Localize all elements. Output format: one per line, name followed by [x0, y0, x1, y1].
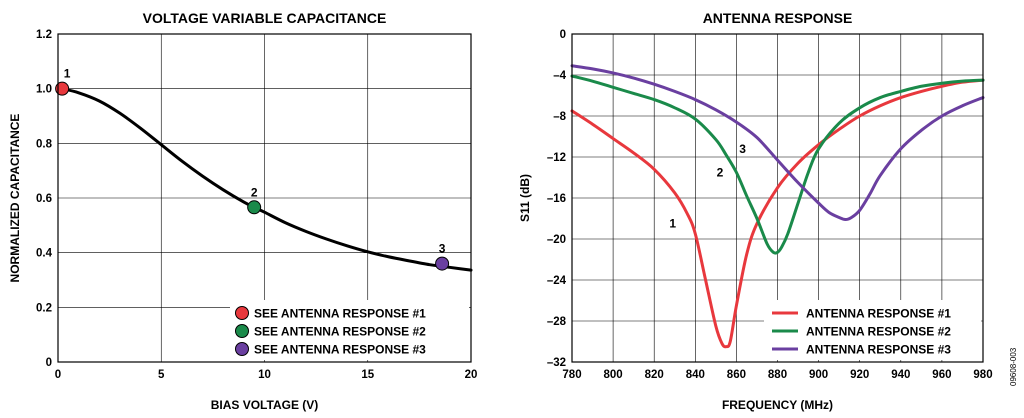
data-point-3 [435, 256, 450, 271]
legend-label-2: ANTENNA RESPONSE #2 [806, 325, 951, 339]
data-point-label-3: 3 [439, 242, 446, 256]
x-tick-label: 10 [258, 369, 271, 381]
y-axis-label: NORMALIZED CAPACITANCE [8, 114, 22, 283]
curve-label-3: 3 [739, 142, 746, 156]
x-axis-label: BIAS VOLTAGE (V) [211, 398, 319, 412]
x-tick-label: 920 [850, 369, 869, 381]
curve-label-2: 2 [717, 165, 724, 179]
x-tick-label: 800 [604, 369, 623, 381]
x-tick-label: 900 [809, 369, 828, 381]
plot-frame [571, 33, 984, 363]
legend-swatch-2 [235, 324, 249, 338]
x-tick-label: 880 [768, 369, 787, 381]
legend-swatch-3 [235, 342, 249, 356]
series-line-1 [570, 78, 985, 349]
x-tick-label: 780 [562, 369, 581, 381]
x-tick-label: 5 [158, 369, 165, 381]
x-axis-label: FREQUENCY (MHz) [722, 398, 833, 412]
capacitance-chart: VOLTAGE VARIABLE CAPACITANCE BIAS VOLTAGE… [8, 10, 477, 412]
chart-title: ANTENNA RESPONSE [703, 10, 853, 26]
y-tick-label: –16 [547, 193, 566, 205]
y-tick-label: 0.2 [36, 302, 52, 314]
x-tick-label: 860 [727, 369, 746, 381]
x-tick-label: 840 [686, 369, 705, 381]
y-tick-label: 0.6 [36, 193, 52, 205]
y-tick-label: 0.8 [36, 138, 53, 150]
y-tick-label: 0 [46, 357, 52, 369]
x-tick-label: 0 [55, 369, 61, 381]
y-tick-label: –8 [553, 111, 566, 123]
y-tick-label: –32 [547, 357, 566, 369]
y-tick-label: –28 [547, 316, 567, 328]
curve-label-1: 1 [669, 217, 676, 231]
data-point-label-2: 2 [251, 185, 258, 199]
series-line-3 [570, 64, 985, 222]
figure-id: 09608-003 [1009, 347, 1018, 386]
legend-box [764, 300, 981, 360]
y-tick-label: –4 [553, 70, 566, 82]
x-tick-label: 15 [361, 369, 374, 381]
y-tick-label: 1.0 [36, 84, 52, 96]
legend-label-1: SEE ANTENNA RESPONSE #1 [254, 307, 426, 321]
x-tick-label: 20 [465, 369, 478, 381]
data-point-label-1: 1 [64, 67, 71, 81]
y-tick-label: –20 [547, 234, 566, 246]
chart-title: VOLTAGE VARIABLE CAPACITANCE [143, 10, 387, 26]
legend-swatch-1 [235, 306, 249, 320]
legend-label-1: ANTENNA RESPONSE #1 [806, 307, 951, 321]
series-line-2 [570, 74, 985, 255]
data-point-2 [247, 200, 262, 215]
x-tick-label: 820 [645, 369, 664, 381]
legend-box [230, 300, 469, 360]
x-tick-label: 960 [932, 369, 951, 381]
y-tick-label: –12 [547, 152, 566, 164]
x-tick-label: 940 [891, 369, 910, 381]
y-tick-label: 0 [560, 29, 566, 41]
legend-label-3: SEE ANTENNA RESPONSE #3 [254, 343, 426, 357]
y-axis-label: S11 (dB) [518, 174, 532, 222]
plot-frame [57, 33, 472, 363]
y-tick-label: –24 [547, 275, 567, 287]
x-tick-label: 980 [973, 369, 992, 381]
data-point-1 [55, 81, 70, 96]
legend-label-2: SEE ANTENNA RESPONSE #2 [254, 325, 426, 339]
legend-label-3: ANTENNA RESPONSE #3 [806, 343, 951, 357]
antenna-response-chart: ANTENNA RESPONSE FREQUENCY (MHz) S11 (dB) 7… [518, 10, 993, 412]
y-tick-label: 1.2 [36, 29, 52, 41]
series-line-1 [60, 87, 473, 272]
y-tick-label: 0.4 [36, 248, 53, 260]
